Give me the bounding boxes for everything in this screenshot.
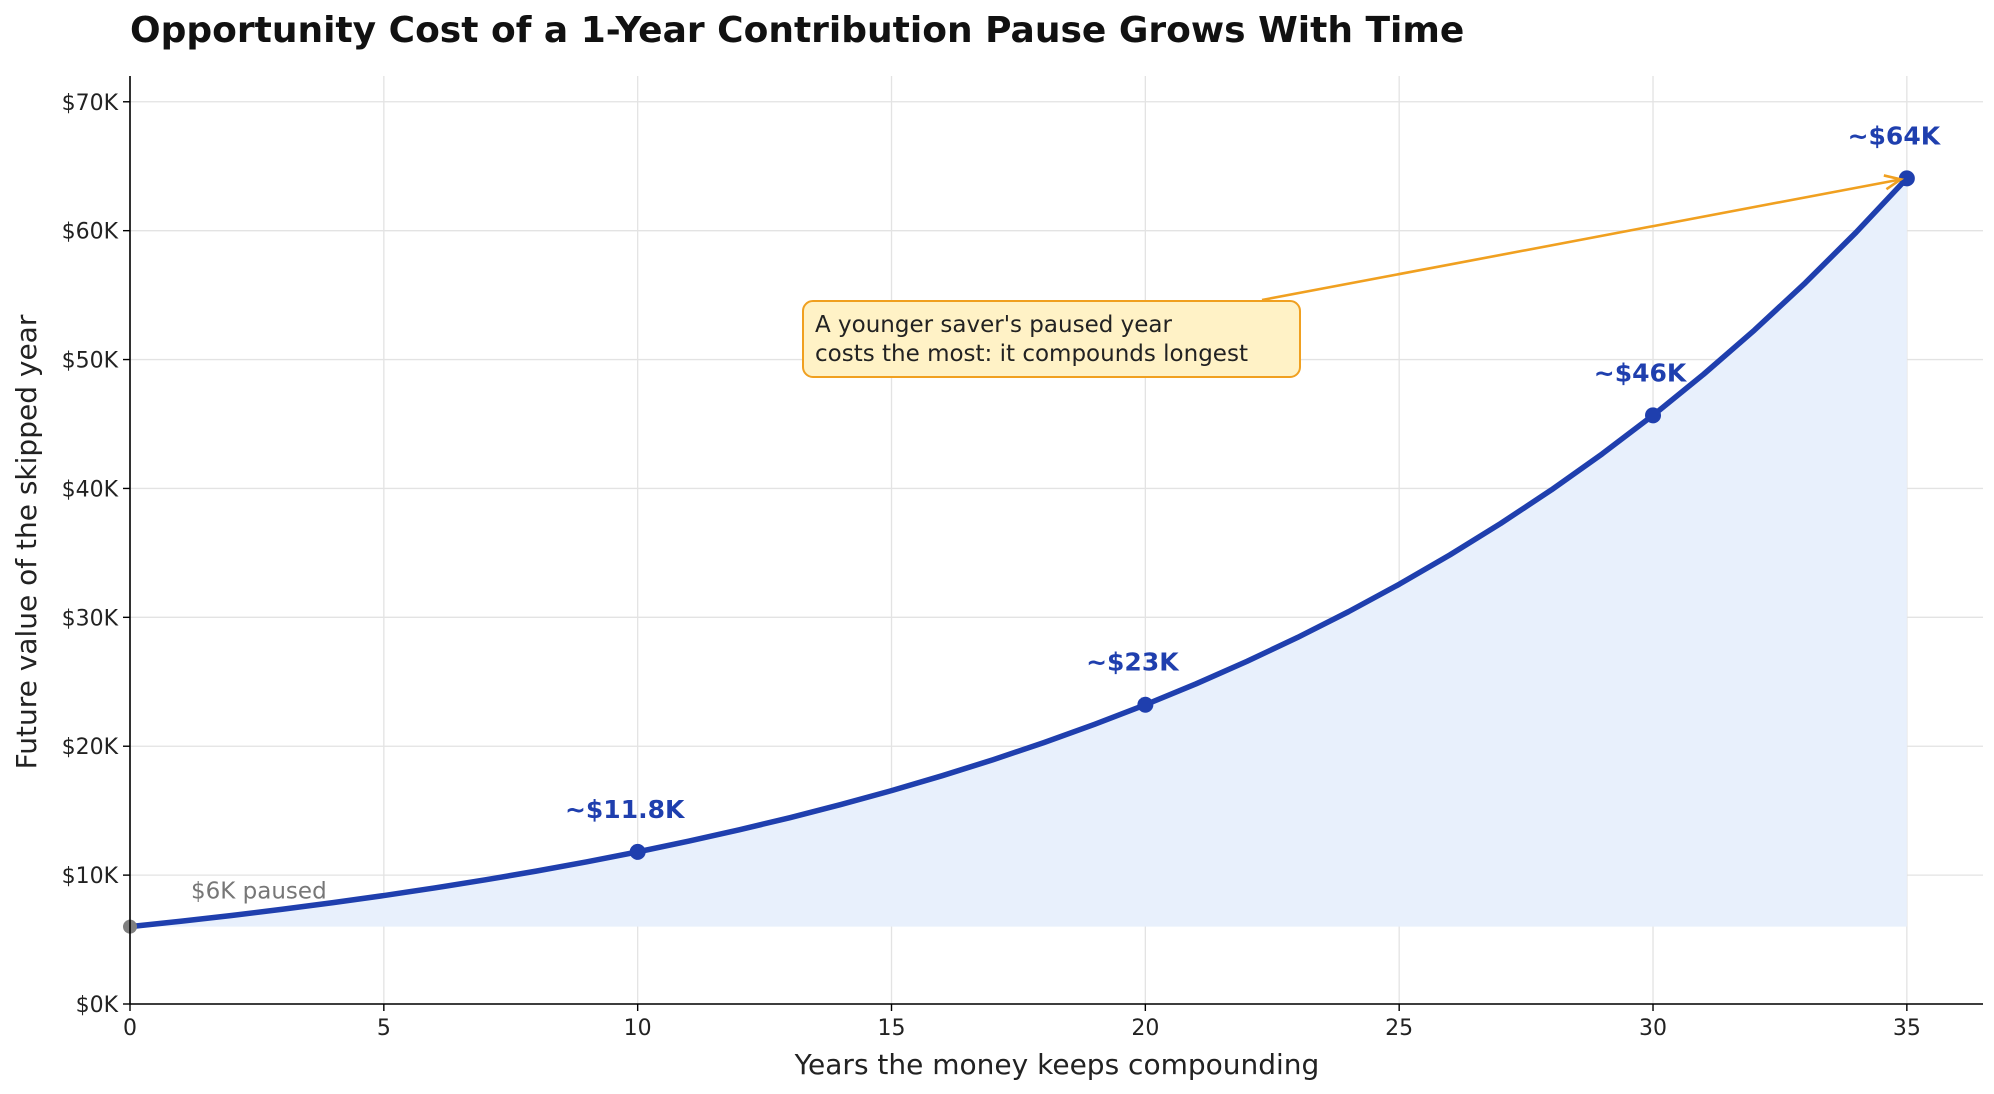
x-tick-label-30: 30: [1639, 1016, 1667, 1041]
y-tick-label-10000: $10K: [62, 864, 119, 889]
y-tick-label-50000: $50K: [62, 349, 119, 374]
series-line: [127, 175, 1910, 930]
x-tick-label-15: 15: [878, 1016, 906, 1041]
callout-text-line-2: costs the most: it compounds longest: [815, 341, 1248, 367]
chart-title: Opportunity Cost of a 1-Year Contributio…: [130, 10, 1464, 51]
callout-arrow: [1261, 178, 1902, 302]
data-point-30: [1645, 407, 1662, 424]
y-tick-label-70000: $70K: [62, 91, 119, 116]
y-tick-label-60000: $60K: [62, 220, 119, 245]
y-tick-label-0: $0K: [76, 993, 119, 1018]
x-axis-label: Years the money keeps compounding: [794, 1048, 1320, 1081]
callout-text-line-1: A younger saver's paused year: [815, 312, 1172, 338]
y-axis-label: Future value of the skipped year: [10, 314, 43, 769]
y-tick-label-40000: $40K: [62, 477, 119, 502]
x-tick-label-20: 20: [1131, 1016, 1159, 1041]
callout-box: [802, 300, 1301, 378]
y-tick-label-30000: $30K: [62, 606, 119, 631]
axes: 0 5 10 15 20 25 30 35 $0K$10K$20K$30K$40K$50K$6…: [62, 76, 1983, 1041]
data-point-20: [1137, 696, 1154, 713]
start-label: $6K paused: [191, 879, 327, 905]
x-tick-label-0: 0: [123, 1016, 137, 1041]
x-tick-label-10: 10: [624, 1016, 652, 1041]
data-label-35: ~$64K: [1848, 121, 1942, 150]
data-point-10: [629, 843, 646, 860]
x-ticks: 0 5 10 15 20 25 30 35: [123, 1004, 1921, 1041]
callout-arrowhead: [1883, 174, 1905, 191]
x-tick-label-35: 35: [1893, 1016, 1921, 1041]
y-tick-label-20000: $20K: [62, 735, 119, 760]
data-label-10: ~$11.8K: [565, 795, 686, 824]
area-fill: [130, 178, 1907, 927]
data-point-35: [1898, 170, 1915, 187]
data-label-20: ~$23K: [1086, 648, 1180, 677]
markers: $6K paused ~$11.8K ~$23K ~$46K ~$64K: [123, 121, 1942, 934]
x-tick-label-5: 5: [377, 1016, 391, 1041]
x-tick-label-25: 25: [1385, 1016, 1413, 1041]
data-label-30: ~$46K: [1594, 358, 1688, 387]
callout: A younger saver's paused year costs the …: [802, 174, 1905, 378]
y-ticks: $0K $10K $20K $30K $40K $50K $60K $70K: [62, 91, 130, 1018]
